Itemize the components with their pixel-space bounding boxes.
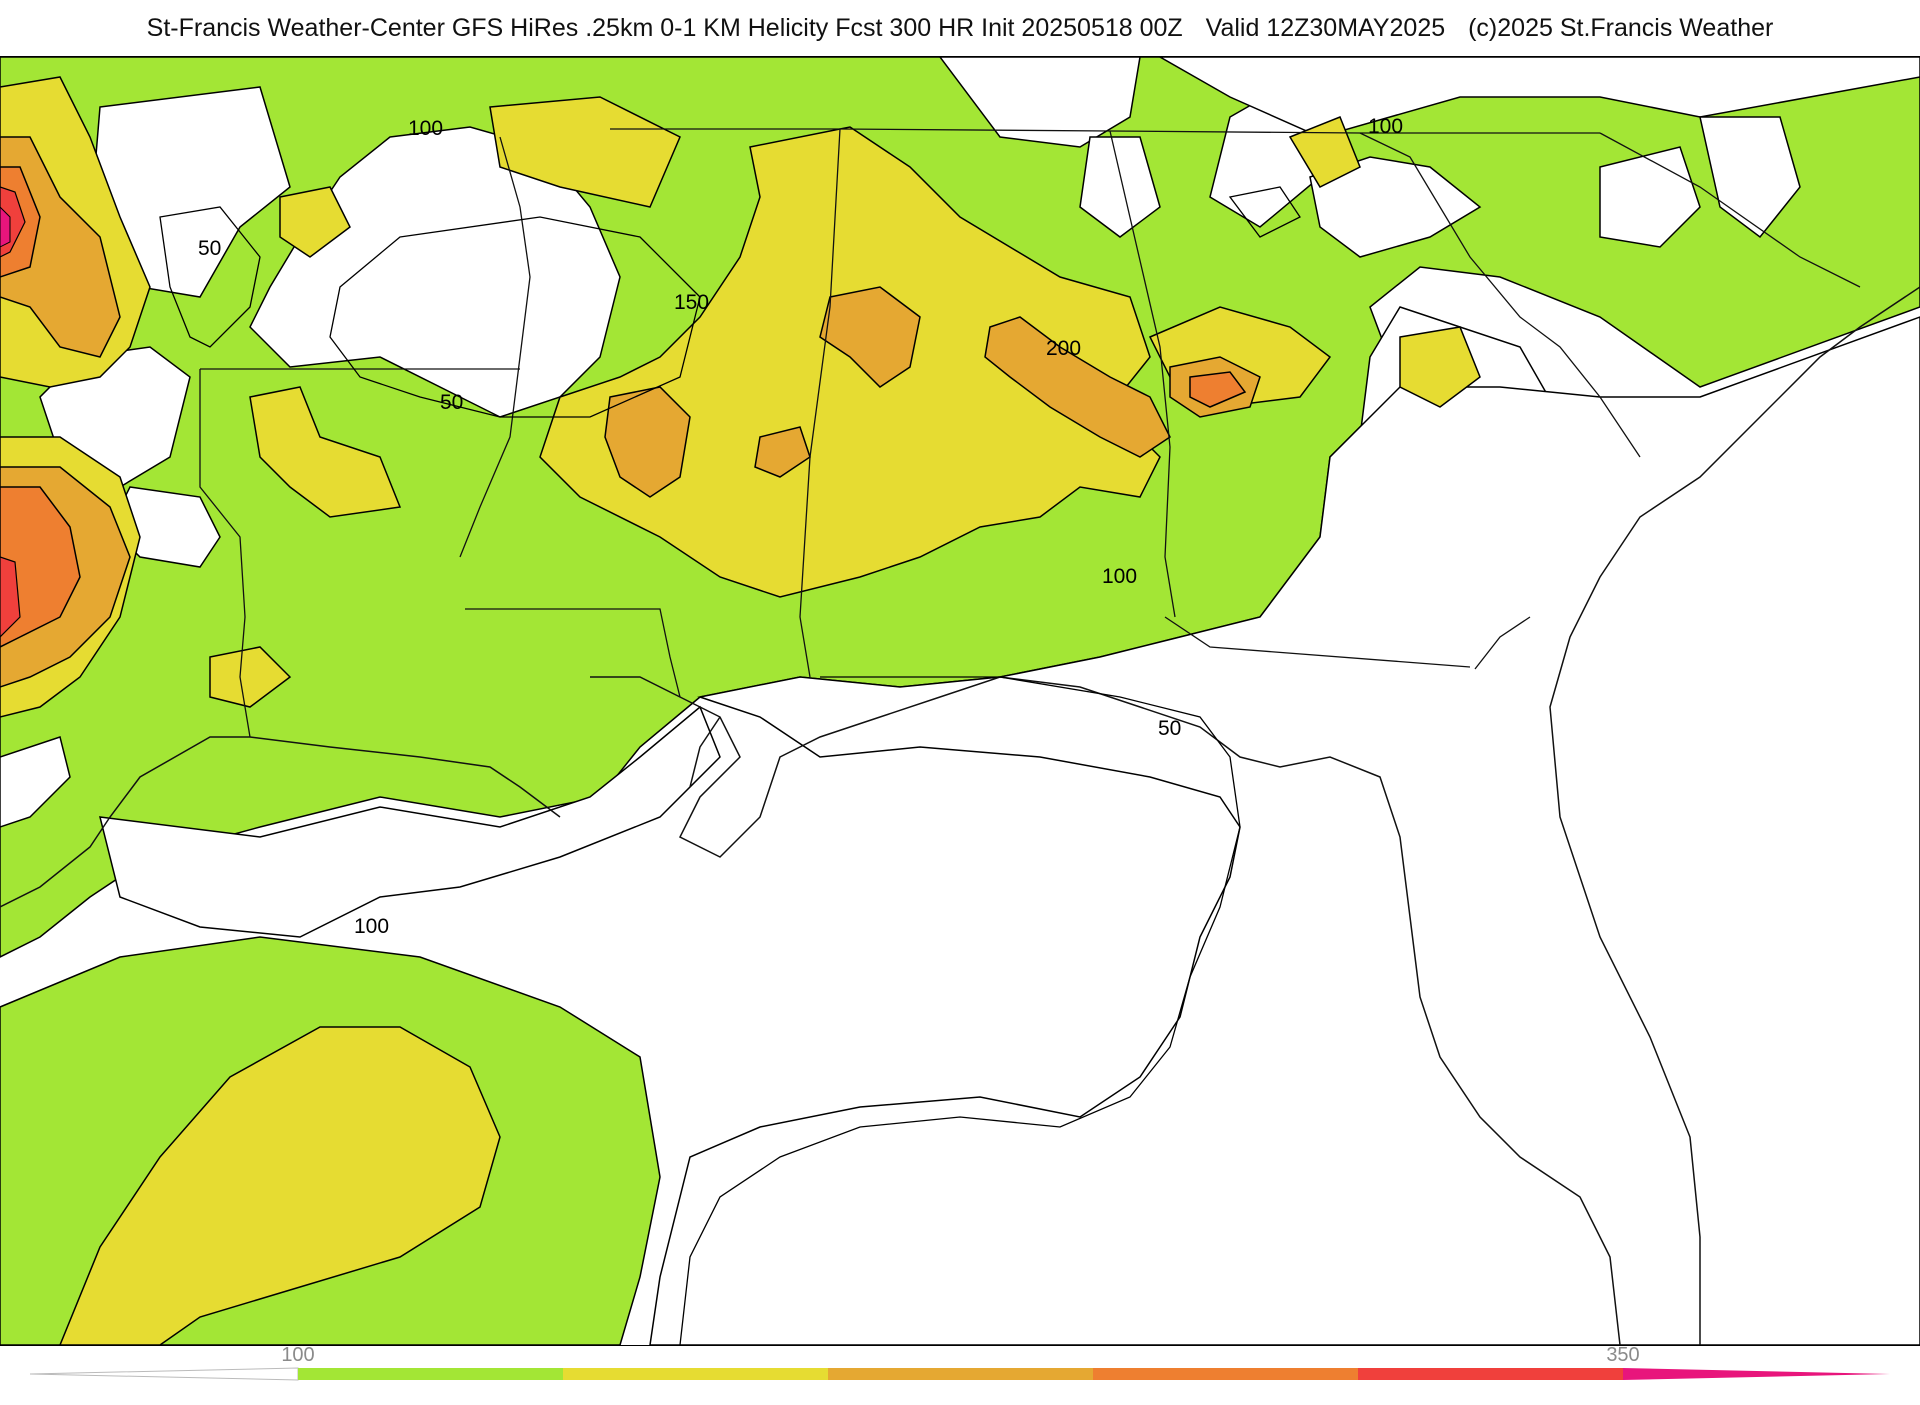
colorbar-svg	[29, 1367, 1890, 1381]
helicity-contours	[159, 186, 1301, 1345]
contour-label: 100	[408, 117, 443, 140]
colorbar-100-150	[298, 1368, 563, 1380]
coastline	[0, 286, 1920, 1345]
colorbar-150-200	[563, 1368, 828, 1380]
map-canvas: 100 50 100 150 50 200 100 50 100	[0, 57, 1920, 1345]
colorbar-lt100	[29, 1367, 299, 1381]
contour-labels: 100 50 100 150 50 200 100 50 100	[198, 115, 1403, 938]
contour-label: 50	[1158, 717, 1181, 740]
title-copyright: (c)2025 St.Francis Weather	[1468, 14, 1774, 42]
contour-label: 100	[1368, 115, 1403, 138]
colorbar	[0, 1344, 1920, 1400]
contour-label: 200	[1046, 337, 1081, 360]
contour-label: 50	[440, 391, 463, 414]
helicity-fill-350	[0, 206, 11, 248]
colorbar-tick-350: 350	[1606, 1344, 1640, 1366]
contour-label: 50	[198, 237, 221, 260]
contour-label: 100	[354, 915, 389, 938]
state-borders	[199, 128, 1861, 738]
colorbar-tick-100: 100	[281, 1344, 315, 1366]
helicity-map: 100 50 100 150 50 200 100 50 100	[0, 56, 1920, 1346]
colorbar-gt350	[1623, 1368, 1890, 1380]
colorbar-250-300	[1093, 1368, 1358, 1380]
title-valid: Valid 12Z30MAY2025	[1205, 14, 1446, 42]
colorbar-300-350	[1358, 1368, 1623, 1380]
colorbar-200-250	[828, 1368, 1093, 1380]
title-source: St-Francis Weather-Center GFS HiRes .25k…	[146, 14, 1183, 42]
map-title: St-Francis Weather-Center GFS HiRes .25k…	[0, 14, 1920, 43]
contour-label: 150	[674, 291, 709, 314]
contour-label: 100	[1102, 565, 1137, 588]
